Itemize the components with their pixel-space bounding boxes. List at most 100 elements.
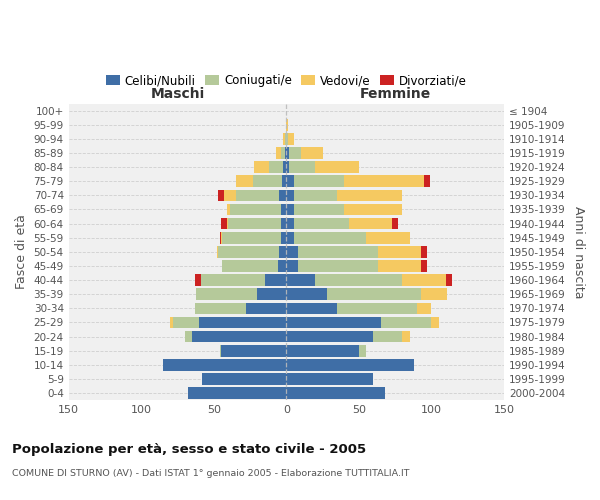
Bar bbox=[286, 388, 385, 399]
Bar bbox=[221, 218, 227, 230]
Bar bbox=[286, 232, 293, 243]
Bar bbox=[283, 162, 286, 173]
Bar bbox=[279, 246, 286, 258]
Bar bbox=[199, 316, 286, 328]
Bar bbox=[282, 176, 286, 187]
Bar bbox=[221, 345, 286, 356]
Bar bbox=[218, 190, 224, 201]
Bar bbox=[163, 359, 286, 370]
Bar bbox=[403, 274, 446, 286]
Bar bbox=[293, 218, 349, 230]
Bar bbox=[286, 316, 380, 328]
Bar bbox=[185, 331, 192, 342]
Bar bbox=[293, 176, 344, 187]
Bar bbox=[236, 190, 279, 201]
Bar bbox=[281, 147, 285, 159]
Bar bbox=[224, 190, 236, 201]
Bar bbox=[316, 274, 403, 286]
Bar bbox=[286, 190, 293, 201]
Bar bbox=[227, 218, 228, 230]
Bar bbox=[220, 232, 221, 243]
Bar bbox=[286, 119, 288, 130]
Bar bbox=[201, 274, 265, 286]
Bar bbox=[196, 288, 257, 300]
Bar bbox=[245, 302, 286, 314]
Bar bbox=[230, 204, 281, 216]
Bar bbox=[286, 246, 298, 258]
Bar bbox=[227, 204, 230, 216]
Bar bbox=[286, 218, 293, 230]
Text: COMUNE DI STURNO (AV) - Dati ISTAT 1° gennaio 2005 - Elaborazione TUTTITALIA.IT: COMUNE DI STURNO (AV) - Dati ISTAT 1° ge… bbox=[12, 469, 409, 478]
Bar bbox=[403, 331, 410, 342]
Bar bbox=[380, 316, 431, 328]
Bar bbox=[265, 274, 286, 286]
Bar bbox=[253, 176, 282, 187]
Bar bbox=[286, 260, 298, 272]
Bar bbox=[349, 218, 392, 230]
Bar bbox=[217, 246, 218, 258]
Bar bbox=[286, 302, 337, 314]
Bar bbox=[286, 162, 289, 173]
Bar bbox=[293, 190, 337, 201]
Bar bbox=[257, 288, 286, 300]
Bar bbox=[446, 274, 452, 286]
Bar bbox=[254, 162, 269, 173]
Bar bbox=[289, 147, 301, 159]
Bar bbox=[293, 204, 344, 216]
Bar bbox=[286, 359, 414, 370]
Bar bbox=[293, 232, 366, 243]
Bar bbox=[281, 232, 286, 243]
Bar bbox=[337, 190, 403, 201]
Bar bbox=[281, 204, 286, 216]
Bar bbox=[279, 190, 286, 201]
Bar bbox=[421, 246, 427, 258]
Bar bbox=[378, 260, 421, 272]
Bar bbox=[327, 288, 421, 300]
Bar bbox=[286, 274, 316, 286]
Bar bbox=[431, 316, 439, 328]
Bar bbox=[337, 302, 417, 314]
Bar bbox=[286, 176, 293, 187]
Bar bbox=[236, 176, 253, 187]
Bar bbox=[286, 147, 289, 159]
Bar bbox=[288, 133, 293, 144]
Bar bbox=[378, 246, 421, 258]
Bar bbox=[298, 246, 378, 258]
Bar bbox=[285, 147, 286, 159]
Bar bbox=[286, 373, 373, 384]
Bar bbox=[276, 147, 281, 159]
Y-axis label: Fasce di età: Fasce di età bbox=[15, 214, 28, 290]
Bar bbox=[283, 133, 285, 144]
Bar bbox=[228, 218, 281, 230]
Bar bbox=[188, 388, 286, 399]
Bar bbox=[392, 218, 398, 230]
Bar bbox=[192, 331, 286, 342]
Text: Popolazione per età, sesso e stato civile - 2005: Popolazione per età, sesso e stato civil… bbox=[12, 442, 366, 456]
Legend: Celibi/Nubili, Coniugati/e, Vedovi/e, Divorziati/e: Celibi/Nubili, Coniugati/e, Vedovi/e, Di… bbox=[101, 70, 472, 92]
Bar bbox=[421, 288, 448, 300]
Bar bbox=[195, 274, 201, 286]
Bar bbox=[289, 162, 316, 173]
Bar bbox=[373, 331, 403, 342]
Bar bbox=[344, 204, 403, 216]
Bar bbox=[218, 246, 279, 258]
Bar bbox=[281, 218, 286, 230]
Bar bbox=[173, 316, 199, 328]
Y-axis label: Anni di nascita: Anni di nascita bbox=[572, 206, 585, 298]
Bar bbox=[170, 316, 173, 328]
Bar bbox=[220, 345, 221, 356]
Bar bbox=[202, 373, 286, 384]
Bar bbox=[316, 162, 359, 173]
Bar bbox=[195, 302, 245, 314]
Text: Femmine: Femmine bbox=[359, 86, 431, 101]
Bar bbox=[286, 345, 359, 356]
Bar bbox=[421, 260, 427, 272]
Bar bbox=[278, 260, 286, 272]
Bar bbox=[223, 232, 281, 243]
Bar bbox=[359, 345, 366, 356]
Bar bbox=[286, 204, 293, 216]
Bar bbox=[298, 260, 378, 272]
Bar bbox=[424, 176, 430, 187]
Bar bbox=[286, 331, 373, 342]
Bar bbox=[269, 162, 283, 173]
